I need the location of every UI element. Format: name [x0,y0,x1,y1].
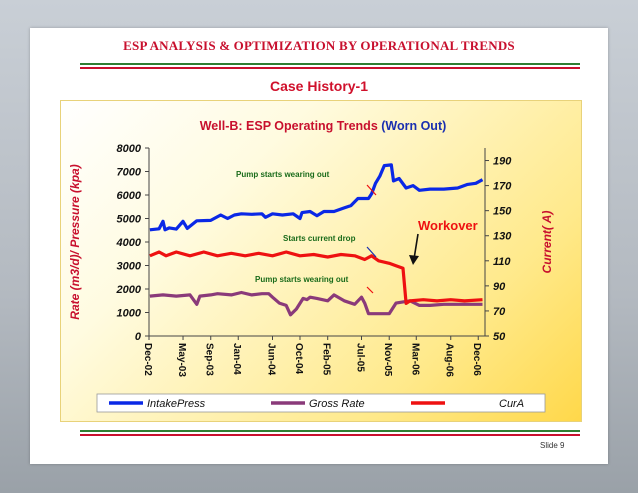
x-tick-label: Sep-03 [204,343,215,376]
right-tick-label: 110 [493,256,511,268]
left-tick-label: 0 [135,331,142,343]
left-tick-label: 2000 [116,284,142,296]
x-tick-label: Aug-06 [444,343,455,377]
annotation-arrow-intake [366,184,377,196]
workover-arrow-shaft [413,233,419,260]
right-tick-label: 170 [493,181,512,193]
x-tick-label: Nov-05 [382,343,393,377]
left-axis-title: Rate (m3/d)/ Pressure (kpa) [68,164,82,319]
x-tick-label: Jul-05 [355,343,366,372]
x-tick-label: May-03 [176,343,187,377]
annotation-workover: Workover [418,218,478,233]
trend-chart: Well-B: ESP Operating Trends (Worn Out) 0… [68,119,554,413]
case-history-title: Case History-1 [269,78,369,94]
intake-press-line [149,163,484,232]
left-tick-label: 6000 [117,190,142,202]
legend-label: IntakePress [147,398,206,410]
cur-a-line [149,250,483,305]
x-tick-label: Oct-04 [293,343,304,375]
legend-label: Gross Rate [309,398,365,410]
x-tick-label: Jan-04 [231,343,242,375]
left-tick-label: 7000 [117,167,142,179]
annotation-arrow-gross [366,286,374,294]
chart-panel: Well-B: ESP Operating Trends (Worn Out) 0… [60,100,582,422]
x-tick-label: Mar-06 [409,343,420,376]
right-tick-label: 190 [493,156,512,168]
annotation-intake-wear: Pump starts wearing out [236,170,330,179]
footer-rule-green [80,430,580,432]
chart-title: Well-B: ESP Operating Trends (Worn Out) [200,119,447,133]
left-tick-label: 1000 [117,308,142,320]
title-rule-red [80,67,580,69]
right-tick-label: 90 [493,281,506,293]
x-tick-label: Dec-06 [471,343,482,376]
x-tick-label: Dec-02 [142,343,153,376]
left-tick-label: 4000 [116,237,142,249]
legend-label: CurA [499,398,524,410]
left-tick-label: 8000 [117,143,142,155]
annotation-gross-wear: Pump starts wearing out [255,275,349,284]
chart-title-suffix: (Worn Out) [378,119,447,133]
x-tick-label: Jun-04 [265,343,276,376]
workover-arrow-head [409,255,419,265]
left-tick-label: 5000 [117,214,142,226]
left-tick-label: 3000 [117,261,142,273]
slide-title: ESP ANALYSIS & OPTIMIZATION BY OPERATION… [123,38,515,53]
right-tick-label: 150 [493,206,512,218]
annotation-arrow-current [366,246,377,258]
chart-title-main: Well-B: ESP Operating Trends [200,119,378,133]
footer-rule-red [80,434,580,436]
right-tick-label: 130 [493,231,512,243]
slide-number: Slide 9 [540,441,565,450]
right-axis-title: Current( A) [540,211,554,274]
right-tick-label: 70 [493,306,506,318]
gross-rate-line [149,290,483,317]
annotation-current-drop: Starts current drop [283,234,356,243]
right-tick-label: 50 [493,331,506,343]
title-rule-green [80,63,580,65]
x-tick-label: Feb-05 [321,343,332,376]
legend-box [96,393,546,413]
